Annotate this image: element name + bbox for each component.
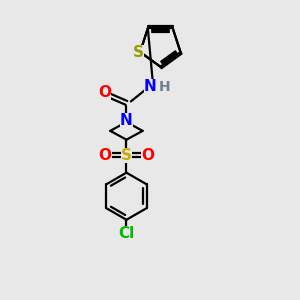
Text: S: S	[121, 148, 132, 163]
Text: N: N	[120, 113, 133, 128]
Text: Cl: Cl	[118, 226, 135, 241]
Text: H: H	[159, 80, 170, 94]
Text: N: N	[144, 79, 156, 94]
Text: S: S	[133, 44, 144, 59]
Text: O: O	[99, 148, 112, 163]
Text: O: O	[141, 148, 154, 163]
Text: O: O	[98, 85, 111, 100]
